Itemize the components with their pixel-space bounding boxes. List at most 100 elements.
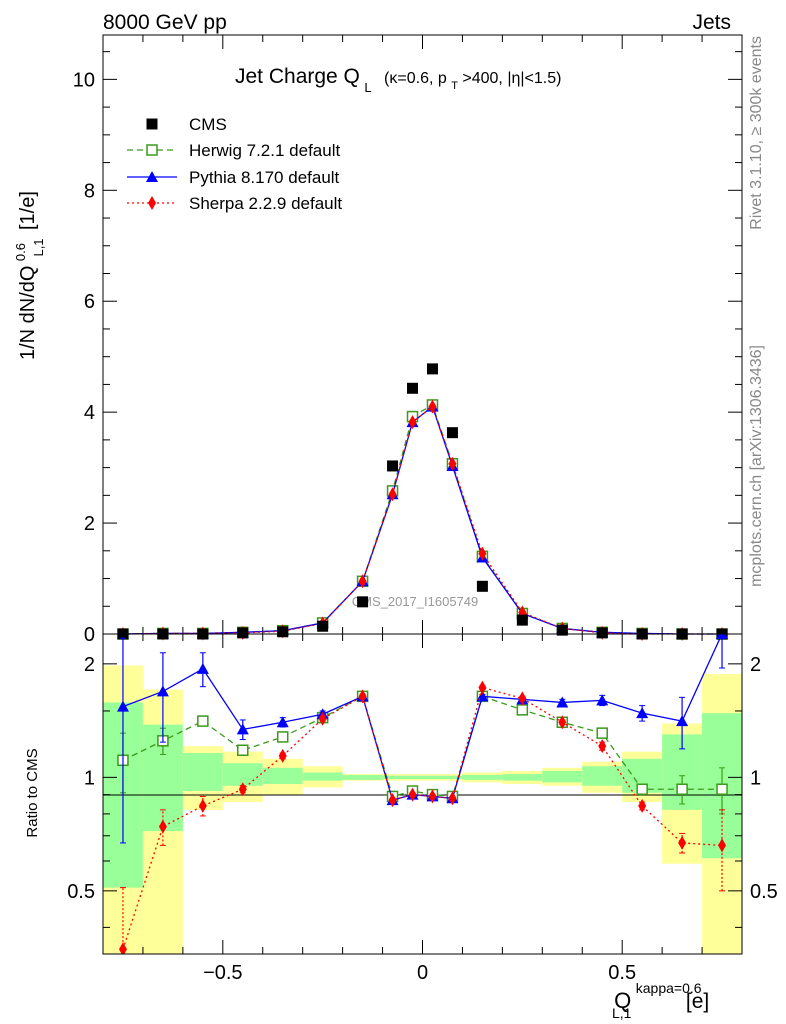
main-point-cms xyxy=(277,626,289,638)
ratio-point-herwig xyxy=(197,715,209,727)
main-point-cms xyxy=(317,620,329,632)
ratio-panel: 0.5 0.5 1 1 2 2 −0.5 0 0.5 Ratio to CMS Q kappa=… xyxy=(24,633,778,1022)
main-point-cms xyxy=(387,460,399,472)
legend-label-pythia: Pythia 8.170 default xyxy=(189,168,340,187)
main-title-suffix-sub: T xyxy=(451,80,458,92)
ratio-point-pythia xyxy=(596,694,609,706)
legend: CMS Herwig 7.2.1 default Pythia 8.170 defa… xyxy=(127,115,342,213)
legend-label-sherpa: Sherpa 2.2.9 default xyxy=(189,194,342,213)
ratio-ytick-label-right: 2 xyxy=(750,654,761,676)
ratio-ytick-label-right: 0.5 xyxy=(750,881,778,903)
main-point-sherpa xyxy=(478,546,487,561)
ratio-band-inner xyxy=(402,775,423,779)
ratio-point-pythia xyxy=(276,716,289,728)
ratio-point-sherpa xyxy=(158,819,167,834)
main-title-suffix: (κ=0.6, p xyxy=(384,70,447,87)
main-ytick-label: 8 xyxy=(84,180,95,202)
main-point-cms xyxy=(556,624,568,636)
ratio-point-sherpa xyxy=(558,715,567,730)
main-ylabel-prefix: 1/N dN/dQ xyxy=(17,266,39,360)
ratio-point-herwig xyxy=(596,727,608,739)
main-point-cms xyxy=(446,427,458,439)
legend-marker-herwig xyxy=(146,144,158,156)
main-ytick-label: 6 xyxy=(84,291,95,313)
ratio-band-inner xyxy=(462,774,503,780)
ratio-point-pythia xyxy=(236,723,249,735)
main-ylabel-suffix: [1/e] xyxy=(17,191,39,230)
main-ytick-label: 10 xyxy=(73,69,95,91)
ratio-xtick-label: −0.5 xyxy=(203,962,242,984)
ratio-ytick-label-right: 1 xyxy=(750,767,761,789)
ratio-ytick-label: 2 xyxy=(84,654,95,676)
ratio-point-pythia xyxy=(556,696,569,708)
main-ytick-label: 2 xyxy=(84,513,95,535)
ratio-point-sherpa xyxy=(638,798,647,813)
ratio-xtick-label: 0 xyxy=(417,962,428,984)
main-point-cms xyxy=(476,580,488,592)
ratio-point-pythia xyxy=(716,634,729,639)
ratio-band-inner xyxy=(262,767,303,785)
ratio-line-herwig xyxy=(122,695,723,798)
ratio-point-herwig xyxy=(676,783,688,795)
main-title-text: Jet Charge Q xyxy=(235,65,360,88)
main-ylabel: 1/N dN/dQ 0.6 L,1 [1/e] xyxy=(12,191,47,360)
main-line-sherpa xyxy=(122,405,723,635)
header-left: 8000 GeV pp xyxy=(103,11,227,34)
ratio-point-pythia xyxy=(636,707,649,719)
ratio-point-herwig xyxy=(276,731,289,743)
ratio-band-inner xyxy=(582,766,623,786)
ratio-band-inner xyxy=(442,775,463,779)
main-point-sherpa xyxy=(388,487,397,502)
ratio-band-inner xyxy=(502,774,543,781)
main-point-cms xyxy=(596,627,608,639)
ratio-band-inner xyxy=(302,772,343,781)
ratio-point-sherpa xyxy=(428,789,437,804)
ratio-point-herwig xyxy=(237,744,249,757)
ratio-point-sherpa xyxy=(318,711,327,726)
ratio-point-pythia xyxy=(676,715,689,727)
header-right: Jets xyxy=(692,11,731,34)
main-point-cms xyxy=(426,363,438,375)
legend-marker-pythia xyxy=(146,171,158,182)
ratio-point-sherpa xyxy=(718,838,727,853)
ratio-point-sherpa xyxy=(408,787,417,802)
ratio-point-sherpa xyxy=(478,680,487,695)
ratio-line-sherpa xyxy=(122,686,723,950)
ratio-band-inner xyxy=(422,775,443,779)
ratio-panel-frame xyxy=(102,633,743,955)
main-panel: CMS_2017_I1605749 0 2 4 6 8 10 Jet Charge Q L… xyxy=(12,34,743,646)
main-ytick-label: 4 xyxy=(84,402,95,424)
ratio-xlabel-sub: L,1 xyxy=(612,1005,632,1021)
ratio-band-inner xyxy=(182,753,223,792)
ratio-xlabel-prefix: Q xyxy=(614,988,631,1013)
ratio-point-sherpa xyxy=(448,791,457,806)
ratio-xlabel: Q kappa=0.6 L,1 [e] xyxy=(612,980,709,1022)
ratio-point-sherpa xyxy=(198,798,207,813)
ratio-band-inner xyxy=(382,775,403,779)
main-point-sherpa xyxy=(428,399,437,414)
ratio-point-sherpa xyxy=(238,782,247,797)
ratio-ylabel: Ratio to CMS xyxy=(24,748,41,837)
main-point-cms xyxy=(407,382,419,394)
ratio-point-sherpa xyxy=(118,942,127,954)
ratio-point-sherpa xyxy=(678,835,687,850)
legend-label-cms: CMS xyxy=(189,115,227,134)
mcplots-label: mcplots.cern.ch [arXiv:1306.3436] xyxy=(748,345,765,587)
ratio-band-inner xyxy=(542,770,583,783)
main-ylabel-sup: 0.6 xyxy=(13,243,28,261)
ratio-xtick-label: 0.5 xyxy=(608,962,636,984)
legend-marker-cms xyxy=(146,118,158,130)
ratio-ytick-label: 0.5 xyxy=(67,881,95,903)
main-ytick-label: 0 xyxy=(84,624,95,646)
main-point-sherpa xyxy=(448,456,457,471)
ratio-xlabel-sup: kappa=0.6 xyxy=(636,980,702,996)
ratio-band-inner xyxy=(342,774,383,780)
main-point-cms xyxy=(357,596,369,608)
ratio-xlabel-suffix: [e] xyxy=(686,990,709,1013)
ratio-ytick-label: 1 xyxy=(84,767,95,789)
ratio-point-pythia xyxy=(116,700,129,712)
ratio-point-pythia xyxy=(156,685,169,697)
ratio-point-sherpa xyxy=(388,793,397,808)
main-watermark: CMS_2017_I1605749 xyxy=(352,594,479,609)
ratio-point-herwig xyxy=(636,783,648,795)
